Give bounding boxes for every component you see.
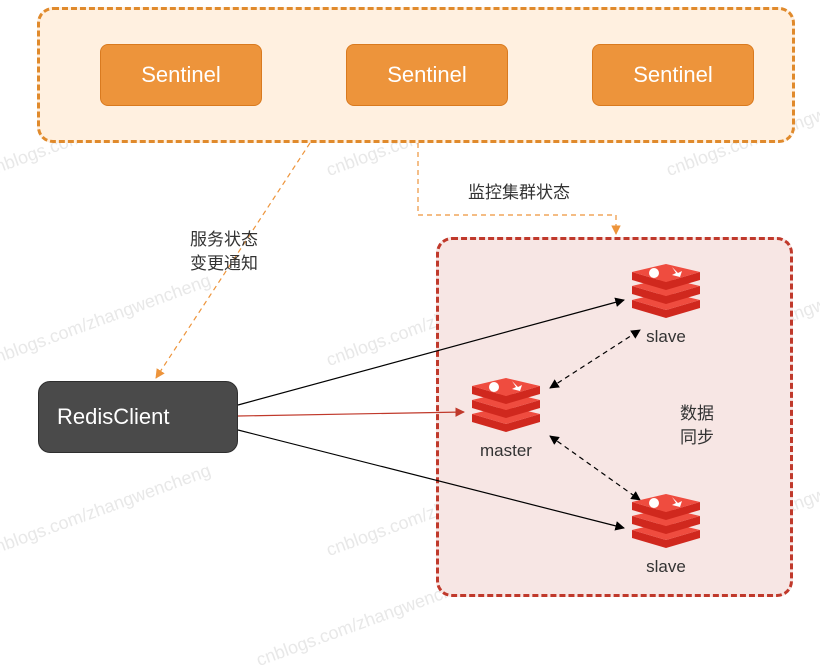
connector-client-to-master: [238, 412, 464, 416]
redis-client: RedisClient: [38, 381, 238, 453]
redis-icon: [468, 376, 544, 434]
sentinel-node: Sentinel: [100, 44, 262, 106]
label-sync: 数据 同步: [680, 402, 714, 450]
watermark-text: cnblogs.com/zhangwencheng: [0, 270, 214, 371]
redis-icon: [628, 262, 704, 320]
label-notify: 服务状态 变更通知: [190, 228, 258, 276]
sentinel-label: Sentinel: [633, 62, 713, 88]
label-monitor-text: 监控集群状态: [468, 183, 570, 202]
redis-slave2-label: slave: [628, 557, 704, 577]
label-notify-line2: 变更通知: [190, 254, 258, 273]
redis-master: master: [468, 376, 544, 461]
sentinel-label: Sentinel: [387, 62, 467, 88]
sentinel-node: Sentinel: [592, 44, 754, 106]
sentinel-node: Sentinel: [346, 44, 508, 106]
watermark-text: cnblogs.com/zhangwencheng: [0, 460, 214, 561]
label-sync-line1: 数据: [680, 404, 714, 423]
label-sync-line2: 同步: [680, 428, 714, 447]
client-label: RedisClient: [57, 404, 170, 430]
redis-master-label: master: [468, 441, 544, 461]
redis-icon: [628, 492, 704, 550]
sentinel-label: Sentinel: [141, 62, 221, 88]
redis-slave1-label: slave: [628, 327, 704, 347]
label-notify-line1: 服务状态: [190, 230, 258, 249]
redis-slave2: slave: [628, 492, 704, 577]
redis-slave1: slave: [628, 262, 704, 347]
label-monitor: 监控集群状态: [468, 181, 570, 205]
